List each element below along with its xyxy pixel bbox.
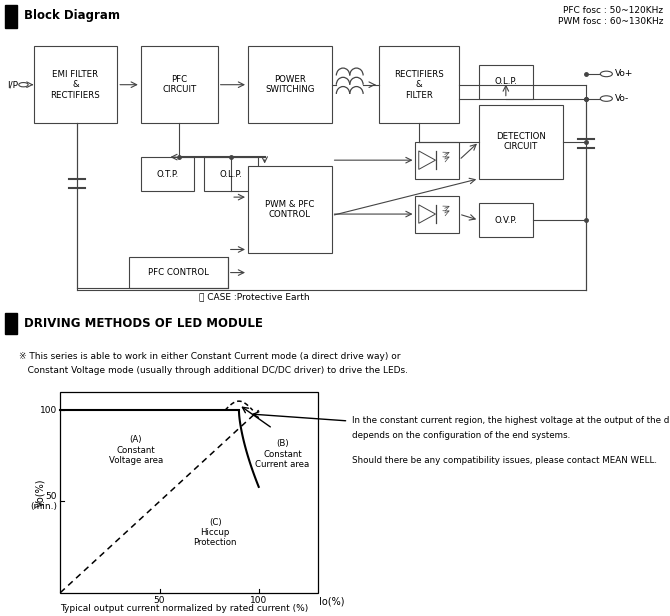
Bar: [204, 157, 258, 191]
Bar: [415, 142, 459, 179]
Text: PFC fosc : 50~120KHz
PWM fosc : 60~130KHz: PFC fosc : 50~120KHz PWM fosc : 60~130KH…: [558, 6, 663, 25]
Text: (C)
Hiccup
Protection: (C) Hiccup Protection: [194, 517, 237, 548]
Text: Vo(%): Vo(%): [36, 478, 45, 506]
Bar: [141, 157, 194, 191]
Bar: [129, 257, 228, 288]
Text: 50: 50: [153, 596, 165, 605]
Bar: [415, 196, 459, 232]
Text: Vo-: Vo-: [615, 94, 629, 103]
Text: Should there be any compatibility issues, please contact MEAN WELL.: Should there be any compatibility issues…: [352, 456, 657, 465]
Bar: [248, 166, 332, 253]
Text: PFC CONTROL: PFC CONTROL: [148, 268, 208, 277]
Text: 100: 100: [250, 596, 267, 605]
Text: (B)
Constant
Current area: (B) Constant Current area: [255, 439, 310, 469]
Text: PWM & PFC
CONTROL: PWM & PFC CONTROL: [265, 200, 314, 219]
Bar: [141, 46, 218, 123]
Bar: [379, 46, 459, 123]
Text: ※ This series is able to work in either Constant Current mode (a direct drive wa: ※ This series is able to work in either …: [19, 352, 400, 361]
Text: Io(%): Io(%): [319, 596, 344, 606]
Text: O.V.P.: O.V.P.: [494, 216, 517, 225]
Bar: [479, 105, 563, 179]
Text: ⏚ CASE :Protective Earth: ⏚ CASE :Protective Earth: [199, 293, 310, 302]
Text: Vo+: Vo+: [615, 70, 633, 78]
Bar: [479, 65, 533, 99]
Text: (A)
Constant
Voltage area: (A) Constant Voltage area: [109, 436, 163, 465]
Text: 50
(min.): 50 (min.): [30, 492, 57, 511]
Text: O.L.P.: O.L.P.: [220, 169, 243, 179]
Text: DRIVING METHODS OF LED MODULE: DRIVING METHODS OF LED MODULE: [24, 317, 263, 330]
Text: EMI FILTER
&
RECTIFIERS: EMI FILTER & RECTIFIERS: [50, 70, 100, 100]
Text: RECTIFIERS
&
FILTER: RECTIFIERS & FILTER: [394, 70, 444, 100]
Bar: [34, 46, 117, 123]
Text: I/P: I/P: [7, 80, 17, 89]
Bar: [5, 313, 17, 334]
Text: 100: 100: [40, 406, 57, 415]
Text: Typical output current normalized by rated current (%): Typical output current normalized by rat…: [60, 604, 309, 613]
Text: PFC
CIRCUIT: PFC CIRCUIT: [162, 75, 196, 94]
Bar: [60, 392, 318, 593]
Bar: [5, 4, 17, 28]
Text: O.L.P.: O.L.P.: [494, 77, 517, 86]
Text: Constant Voltage mode (usually through additional DC/DC driver) to drive the LED: Constant Voltage mode (usually through a…: [19, 366, 408, 375]
Text: O.T.P.: O.T.P.: [156, 169, 179, 179]
Bar: [248, 46, 332, 123]
Text: Block Diagram: Block Diagram: [24, 9, 120, 22]
Text: depends on the configuration of the end systems.: depends on the configuration of the end …: [352, 431, 570, 440]
Text: POWER
SWITCHING: POWER SWITCHING: [265, 75, 314, 94]
Bar: [479, 203, 533, 237]
Text: DETECTION
CIRCUIT: DETECTION CIRCUIT: [496, 132, 546, 152]
Text: In the constant current region, the highest voltage at the output of the driver: In the constant current region, the high…: [352, 416, 670, 424]
